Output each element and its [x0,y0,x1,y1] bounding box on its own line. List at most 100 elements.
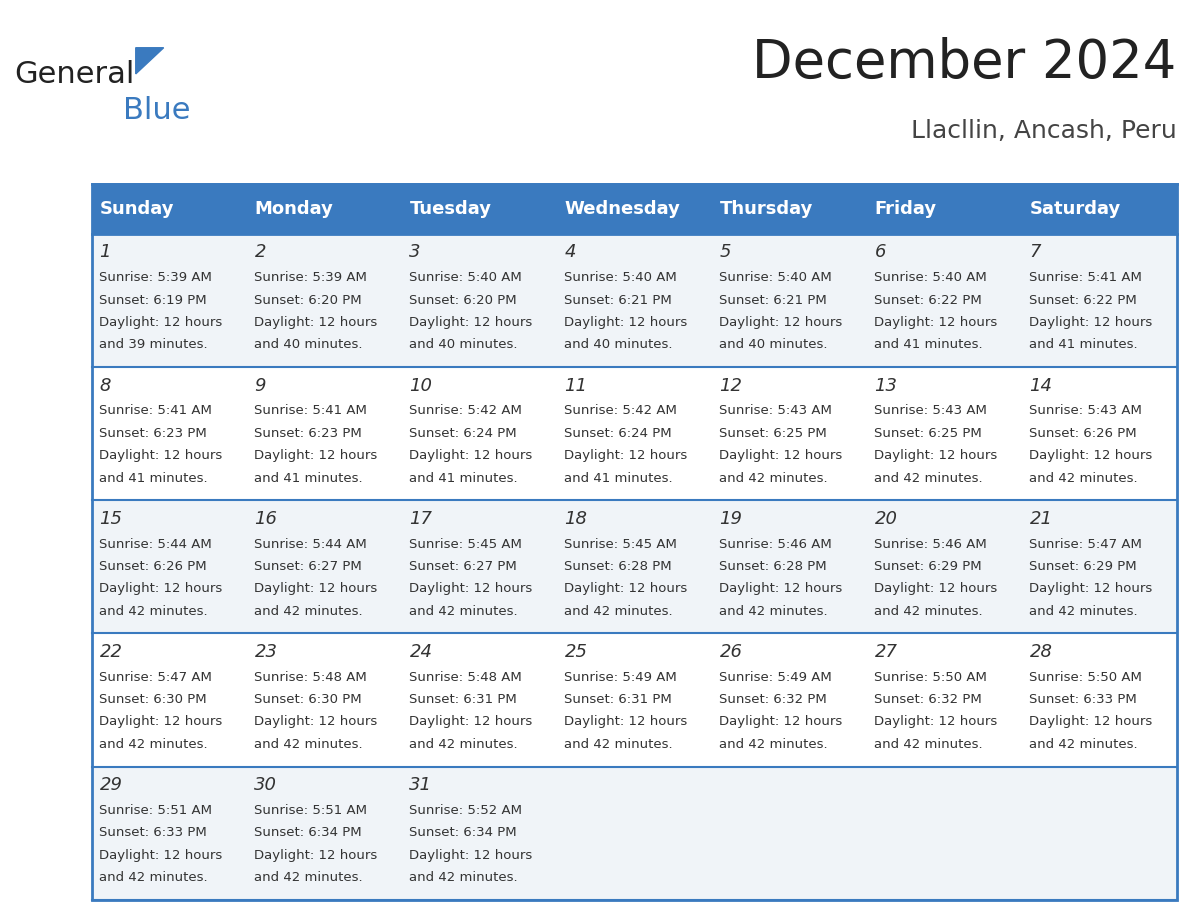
Text: Sunrise: 5:51 AM: Sunrise: 5:51 AM [100,804,213,817]
Text: Sunday: Sunday [100,200,173,218]
Text: Daylight: 12 hours: Daylight: 12 hours [720,449,842,462]
Text: Sunset: 6:20 PM: Sunset: 6:20 PM [410,294,517,307]
Text: and 41 minutes.: and 41 minutes. [874,339,982,352]
Text: 12: 12 [720,376,742,395]
Text: Daylight: 12 hours: Daylight: 12 hours [410,848,532,861]
Text: 4: 4 [564,243,576,262]
Text: Sunset: 6:27 PM: Sunset: 6:27 PM [410,560,517,573]
Bar [402,184,557,234]
Text: Sunrise: 5:41 AM: Sunrise: 5:41 AM [254,405,367,418]
Text: 5: 5 [720,243,731,262]
Text: Daylight: 12 hours: Daylight: 12 hours [410,582,532,595]
Text: Thursday: Thursday [720,200,813,218]
Bar [867,633,1022,767]
Text: Sunrise: 5:43 AM: Sunrise: 5:43 AM [1030,405,1143,418]
Text: Sunrise: 5:52 AM: Sunrise: 5:52 AM [410,804,523,817]
Text: Daylight: 12 hours: Daylight: 12 hours [874,449,998,462]
Text: 14: 14 [1030,376,1053,395]
Text: Sunset: 6:25 PM: Sunset: 6:25 PM [874,427,982,440]
Text: Daylight: 12 hours: Daylight: 12 hours [100,449,222,462]
Text: Sunrise: 5:48 AM: Sunrise: 5:48 AM [410,671,523,684]
Text: 17: 17 [410,509,432,528]
Text: Sunset: 6:23 PM: Sunset: 6:23 PM [254,427,362,440]
Text: and 42 minutes.: and 42 minutes. [874,738,982,751]
Bar [91,500,247,633]
Bar [557,767,712,900]
Text: Sunset: 6:33 PM: Sunset: 6:33 PM [1030,693,1137,706]
Text: Llacllin, Ancash, Peru: Llacllin, Ancash, Peru [911,119,1176,143]
Text: Daylight: 12 hours: Daylight: 12 hours [254,449,378,462]
Text: Sunrise: 5:49 AM: Sunrise: 5:49 AM [564,671,677,684]
Text: and 42 minutes.: and 42 minutes. [720,472,828,485]
Text: Sunset: 6:24 PM: Sunset: 6:24 PM [410,427,517,440]
Text: Sunset: 6:26 PM: Sunset: 6:26 PM [1030,427,1137,440]
Text: 11: 11 [564,376,587,395]
Text: Sunset: 6:34 PM: Sunset: 6:34 PM [410,826,517,839]
Text: 28: 28 [1030,643,1053,661]
Text: 25: 25 [564,643,587,661]
Text: Tuesday: Tuesday [410,200,492,218]
Text: General: General [14,60,134,89]
Text: Sunrise: 5:45 AM: Sunrise: 5:45 AM [410,538,523,551]
Text: Sunset: 6:19 PM: Sunset: 6:19 PM [100,294,207,307]
Text: 27: 27 [874,643,897,661]
Text: Sunrise: 5:41 AM: Sunrise: 5:41 AM [100,405,213,418]
Text: and 40 minutes.: and 40 minutes. [410,339,518,352]
Bar [712,500,867,633]
Text: Daylight: 12 hours: Daylight: 12 hours [564,316,688,329]
Text: 15: 15 [100,509,122,528]
Text: Sunrise: 5:48 AM: Sunrise: 5:48 AM [254,671,367,684]
Bar [247,184,402,234]
Text: Sunrise: 5:43 AM: Sunrise: 5:43 AM [720,405,833,418]
Text: Daylight: 12 hours: Daylight: 12 hours [100,582,222,595]
Text: Daylight: 12 hours: Daylight: 12 hours [254,715,378,728]
Text: Daylight: 12 hours: Daylight: 12 hours [100,316,222,329]
Text: 3: 3 [410,243,421,262]
Text: 23: 23 [254,643,278,661]
Text: Sunrise: 5:41 AM: Sunrise: 5:41 AM [1030,272,1143,285]
Bar [557,184,712,234]
Text: and 42 minutes.: and 42 minutes. [100,605,208,618]
Bar [247,500,402,633]
Text: 13: 13 [874,376,897,395]
Text: 18: 18 [564,509,587,528]
Text: 21: 21 [1030,509,1053,528]
Text: 2: 2 [254,243,266,262]
Bar [712,633,867,767]
Text: Daylight: 12 hours: Daylight: 12 hours [410,316,532,329]
Text: and 42 minutes.: and 42 minutes. [410,605,518,618]
Text: Daylight: 12 hours: Daylight: 12 hours [100,848,222,861]
Bar [867,184,1022,234]
Bar [557,367,712,500]
Bar [712,234,867,367]
Text: 22: 22 [100,643,122,661]
Text: and 40 minutes.: and 40 minutes. [254,339,362,352]
Text: Sunrise: 5:40 AM: Sunrise: 5:40 AM [874,272,987,285]
Text: 24: 24 [410,643,432,661]
Text: and 42 minutes.: and 42 minutes. [720,738,828,751]
Bar [402,500,557,633]
Text: Sunset: 6:23 PM: Sunset: 6:23 PM [100,427,207,440]
Text: Daylight: 12 hours: Daylight: 12 hours [254,582,378,595]
Text: Sunrise: 5:47 AM: Sunrise: 5:47 AM [100,671,213,684]
Text: and 42 minutes.: and 42 minutes. [1030,472,1138,485]
Text: Sunrise: 5:43 AM: Sunrise: 5:43 AM [874,405,987,418]
Bar [1022,184,1176,234]
Text: Wednesday: Wednesday [564,200,681,218]
Text: Sunset: 6:31 PM: Sunset: 6:31 PM [564,693,672,706]
Text: Daylight: 12 hours: Daylight: 12 hours [720,715,842,728]
Text: and 42 minutes.: and 42 minutes. [564,605,674,618]
Bar [247,234,402,367]
Text: and 42 minutes.: and 42 minutes. [410,871,518,884]
Bar [867,500,1022,633]
Text: Sunset: 6:29 PM: Sunset: 6:29 PM [874,560,982,573]
Text: and 41 minutes.: and 41 minutes. [564,472,674,485]
Text: Daylight: 12 hours: Daylight: 12 hours [1030,316,1152,329]
Text: and 41 minutes.: and 41 minutes. [254,472,364,485]
Text: Friday: Friday [874,200,936,218]
Polygon shape [135,48,164,74]
Text: 20: 20 [874,509,897,528]
Text: Sunset: 6:22 PM: Sunset: 6:22 PM [874,294,982,307]
Text: 31: 31 [410,776,432,794]
Text: Daylight: 12 hours: Daylight: 12 hours [874,582,998,595]
